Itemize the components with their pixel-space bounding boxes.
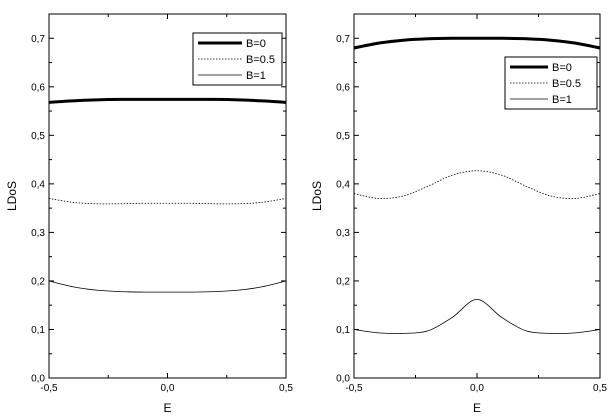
y-tick-label: 0,6 — [31, 82, 45, 93]
x-tick-label: 0,5 — [593, 383, 607, 394]
legend: B=0 B=0.5 B=1 — [504, 56, 598, 110]
series-line-b-0-5 — [49, 198, 286, 205]
y-tick-label: 0,4 — [336, 179, 350, 190]
x-tick-label: 0,0 — [470, 383, 484, 394]
legend-label: B=1 — [246, 70, 266, 82]
chart-panel-2: 0,00,10,20,30,40,50,60,7-0,5 0,0 0,5ELDoSB… — [310, 13, 607, 415]
y-tick-label: 0,7 — [336, 34, 350, 45]
x-tick-label: 0,0 — [161, 383, 175, 394]
x-axis-title: E — [163, 401, 171, 415]
y-tick-label: 0,3 — [336, 228, 350, 239]
chart-panel-1: 0,00,10,20,30,40,50,60,7-0,5 0,0 0,5ELDoSB… — [5, 13, 293, 415]
legend-label: B=0 — [552, 62, 572, 74]
series-line-b-0 — [49, 97, 286, 104]
y-axis-title: LDoS — [5, 181, 19, 211]
series-line-b-1 — [354, 298, 600, 334]
y-tick-label: 0,4 — [31, 179, 45, 190]
legend-label: B=1 — [552, 94, 572, 106]
y-tick-label: 0,1 — [336, 325, 350, 336]
y-tick-label: 0,0 — [336, 374, 350, 385]
y-tick-label: 0,2 — [336, 276, 350, 287]
y-tick-label: 0,6 — [336, 82, 350, 93]
legend-box — [504, 56, 598, 110]
y-axis-title: LDoS — [310, 181, 324, 211]
y-tick-label: 0,5 — [31, 131, 45, 142]
y-tick-label: 0,2 — [31, 276, 45, 287]
x-tick-label: -0,5 — [345, 383, 363, 394]
y-tick-label: 0,7 — [31, 34, 45, 45]
legend-label: B=0.5 — [552, 78, 581, 90]
series-line-b-0-5 — [354, 170, 600, 199]
series-line-b-1 — [49, 280, 286, 293]
series-line-b-0 — [354, 36, 600, 50]
legend-label: B=0.5 — [246, 54, 275, 66]
x-tick-label: 0,5 — [279, 383, 293, 394]
y-tick-label: 0,0 — [31, 374, 45, 385]
y-tick-label: 0,3 — [31, 228, 45, 239]
legend: B=0 B=0.5 B=1 — [192, 32, 283, 86]
x-axis-title: E — [473, 401, 481, 415]
x-tick-label: -0,5 — [40, 383, 58, 394]
y-tick-label: 0,1 — [31, 325, 45, 336]
legend-label: B=0 — [246, 38, 266, 50]
y-tick-label: 0,5 — [336, 131, 350, 142]
